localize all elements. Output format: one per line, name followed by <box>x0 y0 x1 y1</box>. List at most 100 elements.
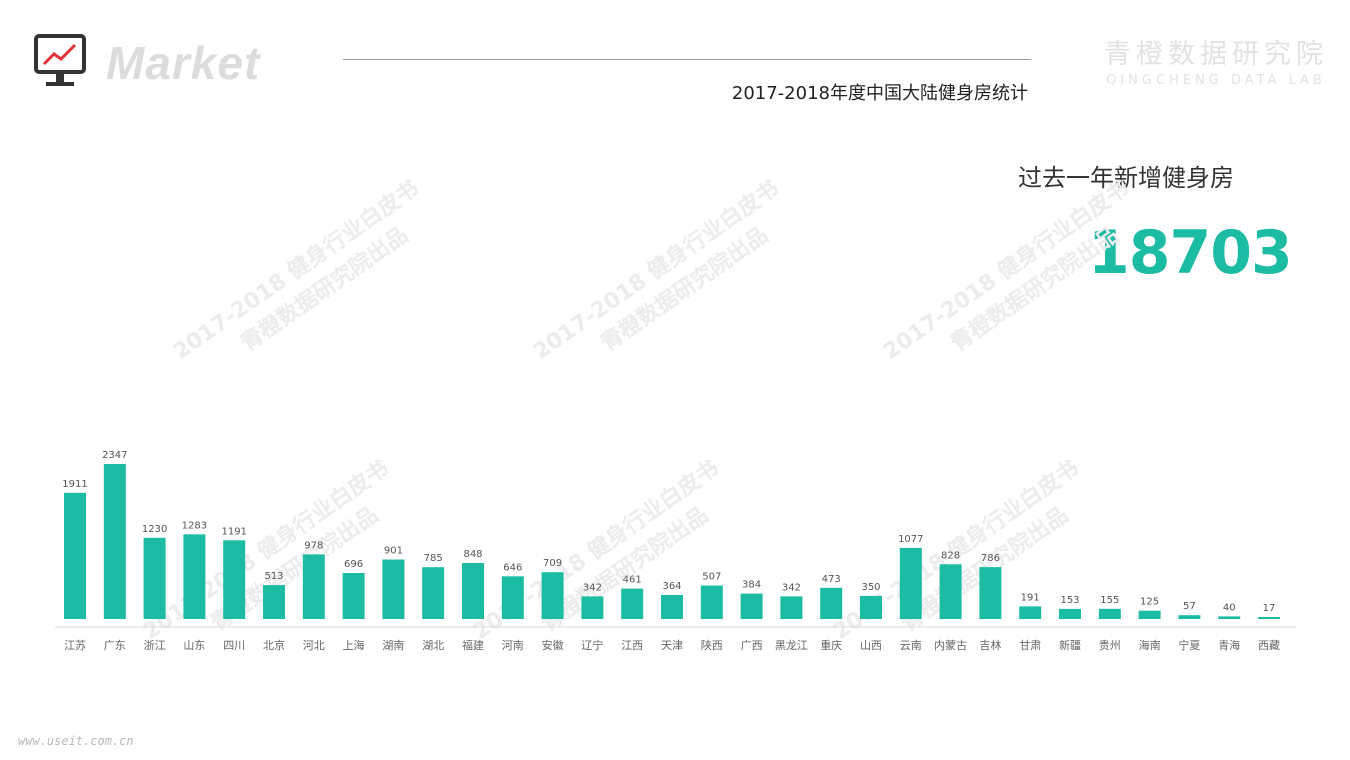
value-label-28: 57 <box>1183 601 1196 612</box>
value-label-29: 40 <box>1223 602 1236 613</box>
bar-17 <box>740 593 763 619</box>
value-label-15: 364 <box>662 581 681 592</box>
category-label-8: 湖南 <box>382 639 404 652</box>
bar-19 <box>820 587 843 619</box>
bar-14 <box>621 588 644 619</box>
value-label-21: 1077 <box>898 534 923 545</box>
value-label-17: 384 <box>742 580 761 591</box>
bar-13 <box>581 596 604 619</box>
lab-name-cn: 青橙数据研究院 <box>1104 39 1328 70</box>
category-label-26: 贵州 <box>1099 639 1121 652</box>
value-label-6: 978 <box>304 540 323 551</box>
category-label-22: 内蒙古 <box>934 638 967 652</box>
category-label-23: 吉林 <box>979 638 1001 652</box>
category-label-28: 宁夏 <box>1178 638 1200 652</box>
bar-21 <box>899 547 922 619</box>
bar-10 <box>462 563 484 619</box>
new-gyms-value: 18703 <box>1088 218 1293 288</box>
watermark-line1: 2017-2018 健身行业白皮书 <box>529 175 784 365</box>
value-label-8: 901 <box>384 546 403 557</box>
category-label-27: 海南 <box>1139 638 1161 652</box>
bar-27 <box>1138 610 1161 619</box>
category-label-24: 甘肃 <box>1019 639 1041 652</box>
value-label-30: 17 <box>1263 603 1276 614</box>
bar-4 <box>223 540 246 619</box>
value-label-16: 507 <box>702 572 721 583</box>
value-label-0: 1911 <box>62 479 87 490</box>
bar-24 <box>1019 606 1042 619</box>
value-label-2: 1230 <box>142 524 167 535</box>
category-label-9: 湖北 <box>422 639 444 652</box>
category-label-6: 河北 <box>303 639 325 652</box>
category-label-1: 广东 <box>104 639 126 652</box>
bar-30 <box>1258 617 1280 619</box>
value-label-4: 1191 <box>221 526 246 537</box>
monitor-chart-icon <box>34 34 86 86</box>
category-label-14: 江西 <box>621 639 643 652</box>
category-label-18: 黑龙江 <box>775 639 808 652</box>
bar-22 <box>939 564 962 619</box>
category-label-16: 陕西 <box>701 638 723 652</box>
value-label-10: 848 <box>463 549 482 560</box>
bar-18 <box>780 596 803 619</box>
value-label-13: 342 <box>583 582 602 593</box>
bar-23 <box>979 567 1002 619</box>
category-label-0: 江苏 <box>64 639 86 652</box>
category-label-11: 河南 <box>502 639 524 652</box>
value-label-27: 125 <box>1140 597 1159 608</box>
bar-7 <box>342 573 365 619</box>
value-label-24: 191 <box>1021 592 1040 603</box>
bar-2 <box>143 537 166 619</box>
brand: Market <box>34 34 260 92</box>
bar-3 <box>183 534 206 619</box>
category-label-12: 安徽 <box>542 638 564 652</box>
value-label-5: 513 <box>264 571 283 582</box>
category-label-5: 北京 <box>263 638 285 652</box>
brand-word: Market <box>106 37 261 89</box>
category-label-21: 云南 <box>900 639 922 652</box>
category-label-30: 西藏 <box>1258 639 1280 652</box>
value-label-19: 473 <box>822 574 841 585</box>
value-label-9: 785 <box>424 553 443 564</box>
value-label-18: 342 <box>782 582 801 593</box>
value-label-12: 709 <box>543 558 562 569</box>
category-label-4: 四川 <box>223 639 245 652</box>
watermark-line1: 2017-2018 健身行业白皮书 <box>879 175 1134 365</box>
category-label-10: 福建 <box>462 638 484 652</box>
value-label-25: 153 <box>1060 595 1079 606</box>
category-label-20: 山西 <box>860 639 882 652</box>
value-label-11: 646 <box>503 562 522 573</box>
bar-20 <box>860 595 882 619</box>
value-label-23: 786 <box>981 553 1000 564</box>
category-label-19: 重庆 <box>820 638 842 652</box>
category-label-3: 山东 <box>183 639 205 652</box>
category-label-25: 新疆 <box>1059 638 1081 652</box>
value-label-7: 696 <box>344 559 363 570</box>
bar-0 <box>64 492 86 619</box>
header-divider <box>343 59 1031 60</box>
bar-9 <box>422 567 445 619</box>
page-title: 2017-2018年度中国大陆健身房统计 <box>731 83 1028 104</box>
value-label-1: 2347 <box>102 450 127 461</box>
new-gyms-label: 过去一年新增健身房 <box>1018 164 1234 192</box>
value-label-22: 828 <box>941 550 960 561</box>
category-label-13: 辽宁 <box>581 638 603 652</box>
category-label-15: 天津 <box>661 639 683 652</box>
bar-6 <box>302 554 325 619</box>
lab-logo: 青橙数据研究院 QINGCHENG DATA LAB <box>1104 32 1328 88</box>
bar-5 <box>263 585 285 619</box>
bar-12 <box>541 572 564 619</box>
bar-25 <box>1059 608 1081 619</box>
value-label-26: 155 <box>1100 595 1119 606</box>
bar-1 <box>103 464 126 619</box>
bar-8 <box>382 559 405 619</box>
category-label-17: 广西 <box>741 639 763 652</box>
category-label-7: 上海 <box>343 638 365 652</box>
site-watermark: www.useit.com.cn <box>18 734 134 748</box>
bar-16 <box>700 585 723 619</box>
value-label-20: 350 <box>861 582 880 593</box>
